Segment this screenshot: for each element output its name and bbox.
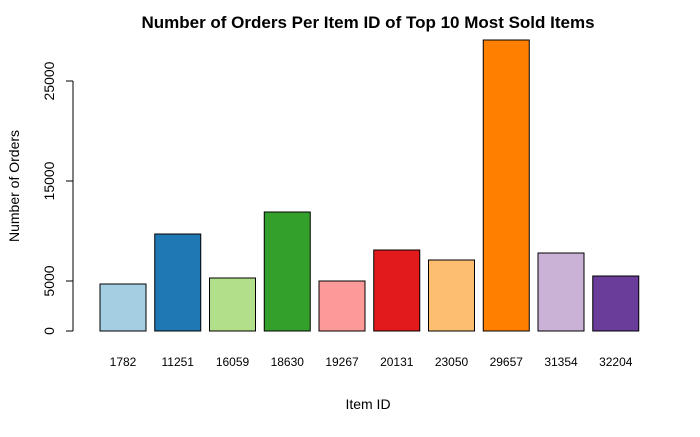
x-tick-labels: 1782 11251 16059 18630 19267 20131 23050 29657 3…: [110, 355, 633, 369]
x-tick-label: 1782: [110, 355, 137, 369]
x-tick-label: 23050: [435, 355, 469, 369]
bar-20131: [373, 249, 421, 332]
x-tick-label: 29657: [490, 355, 524, 369]
bar-23050: [428, 259, 475, 332]
bars-group: [99, 39, 640, 332]
bar-31354: [537, 252, 585, 332]
x-tick-label: 31354: [544, 355, 578, 369]
y-axis-label: Number of Orders: [6, 130, 22, 242]
bar-29657: [482, 39, 530, 332]
bar-11251: [154, 233, 202, 332]
y-tick-label: 0: [41, 327, 57, 335]
y-axis: 0 5000 15000 25000: [41, 61, 74, 335]
x-tick-label: 18630: [271, 355, 305, 369]
x-tick-label: 20131: [380, 355, 414, 369]
bar-18630: [263, 211, 311, 332]
y-tick-label: 5000: [41, 265, 57, 296]
bar-16059: [209, 277, 256, 332]
x-axis-label: Item ID: [345, 396, 390, 412]
y-tick-label: 15000: [41, 161, 57, 200]
bar-19267: [318, 280, 366, 332]
x-tick-label: 16059: [216, 355, 250, 369]
x-tick-label: 11251: [162, 355, 195, 369]
bar-32204: [592, 275, 640, 332]
x-tick-label: 32204: [599, 355, 633, 369]
chart-title: Number of Orders Per Item ID of Top 10 M…: [141, 13, 594, 32]
y-tick-label: 25000: [41, 61, 57, 100]
bar-1782: [99, 283, 147, 332]
x-tick-label: 19267: [325, 355, 359, 369]
